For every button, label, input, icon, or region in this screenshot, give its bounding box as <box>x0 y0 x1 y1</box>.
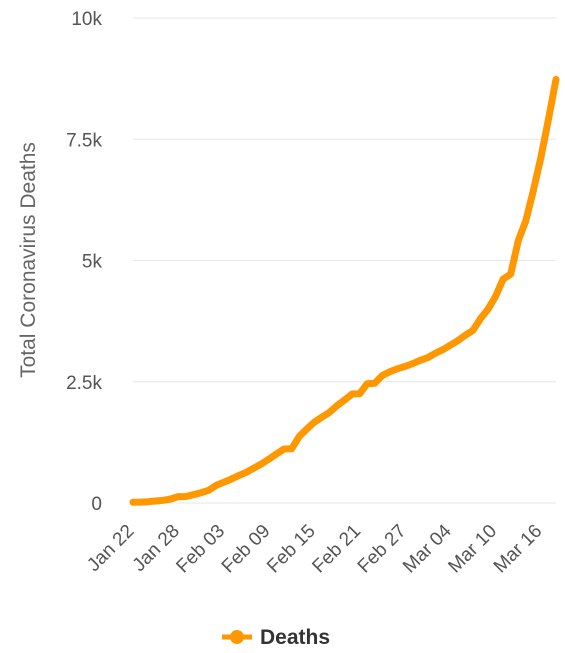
data-point[interactable] <box>522 217 529 224</box>
data-point[interactable] <box>432 350 439 357</box>
data-point[interactable] <box>273 450 280 457</box>
x-tick-label: Mar 04 <box>399 520 456 577</box>
data-point[interactable] <box>341 397 348 404</box>
data-point[interactable] <box>182 493 189 500</box>
data-point[interactable] <box>281 446 288 453</box>
data-point[interactable] <box>356 390 363 397</box>
data-point[interactable] <box>167 496 174 503</box>
data-point[interactable] <box>145 498 152 505</box>
data-point[interactable] <box>469 327 476 334</box>
series-line-deaths[interactable] <box>129 75 560 506</box>
series-group <box>129 75 560 506</box>
data-point[interactable] <box>530 187 537 194</box>
data-point[interactable] <box>303 426 310 433</box>
data-point[interactable] <box>266 456 273 463</box>
data-point[interactable] <box>198 489 205 496</box>
data-point[interactable] <box>515 237 522 244</box>
data-point[interactable] <box>379 372 386 379</box>
data-point[interactable] <box>349 391 356 398</box>
data-point[interactable] <box>326 409 333 416</box>
data-point[interactable] <box>152 498 159 505</box>
data-point[interactable] <box>462 332 469 339</box>
x-tick-label: Feb 27 <box>354 521 411 578</box>
data-point[interactable] <box>424 354 431 361</box>
data-point[interactable] <box>258 460 265 467</box>
x-tick-label: Jan 28 <box>129 521 184 576</box>
data-point[interactable] <box>311 419 318 426</box>
y-tick-label: 10k <box>71 9 102 30</box>
data-point[interactable] <box>250 465 257 472</box>
data-point[interactable] <box>507 271 514 278</box>
data-point[interactable] <box>409 360 416 367</box>
data-point[interactable] <box>364 380 371 387</box>
data-point[interactable] <box>447 342 454 349</box>
data-point[interactable] <box>417 357 424 364</box>
y-tick-label: 7.5k <box>66 130 102 151</box>
y-tick-label: 5k <box>82 252 103 273</box>
data-point[interactable] <box>485 306 492 313</box>
y-tick-label: 0 <box>91 494 102 515</box>
data-point[interactable] <box>205 487 212 494</box>
y-axis-label: Total Coronavirus Deaths <box>17 142 40 378</box>
x-tick-label: Mar 10 <box>444 521 501 578</box>
legend[interactable]: Deaths <box>222 626 330 649</box>
data-point[interactable] <box>439 346 446 353</box>
x-tick-label: Feb 03 <box>172 521 229 578</box>
data-point[interactable] <box>500 276 507 283</box>
data-point[interactable] <box>545 116 552 123</box>
data-point[interactable] <box>190 491 197 498</box>
data-point[interactable] <box>318 414 325 421</box>
data-point[interactable] <box>296 433 303 440</box>
data-point[interactable] <box>477 315 484 322</box>
data-point[interactable] <box>235 472 242 479</box>
x-tick-label: Feb 15 <box>263 521 320 578</box>
data-point[interactable] <box>386 368 393 375</box>
data-point[interactable] <box>160 497 167 504</box>
legend-label-deaths: Deaths <box>260 626 330 649</box>
data-point[interactable] <box>333 402 340 409</box>
x-tick-label: Feb 09 <box>218 521 275 578</box>
data-point[interactable] <box>401 363 408 370</box>
y-axis-ticks: 0 2.5k 5k 7.5k 10k <box>66 9 102 515</box>
x-tick-label: Jan 22 <box>83 521 138 576</box>
data-point[interactable] <box>454 337 461 344</box>
data-point[interactable] <box>243 469 250 476</box>
data-point[interactable] <box>213 482 220 489</box>
gridlines <box>133 17 556 504</box>
data-point[interactable] <box>371 380 378 387</box>
legend-swatch-marker <box>230 630 244 644</box>
data-point[interactable] <box>137 499 144 506</box>
data-point[interactable] <box>537 154 544 161</box>
data-point[interactable] <box>228 476 235 483</box>
x-tick-label: Feb 21 <box>308 521 365 578</box>
y-tick-label: 2.5k <box>66 373 102 394</box>
data-point[interactable] <box>553 76 560 83</box>
x-tick-label: Mar 16 <box>490 521 547 578</box>
data-point[interactable] <box>492 293 499 300</box>
data-point[interactable] <box>220 479 227 486</box>
data-point[interactable] <box>288 445 295 452</box>
data-point[interactable] <box>394 365 401 372</box>
data-point[interactable] <box>175 493 182 500</box>
data-point[interactable] <box>130 499 137 506</box>
